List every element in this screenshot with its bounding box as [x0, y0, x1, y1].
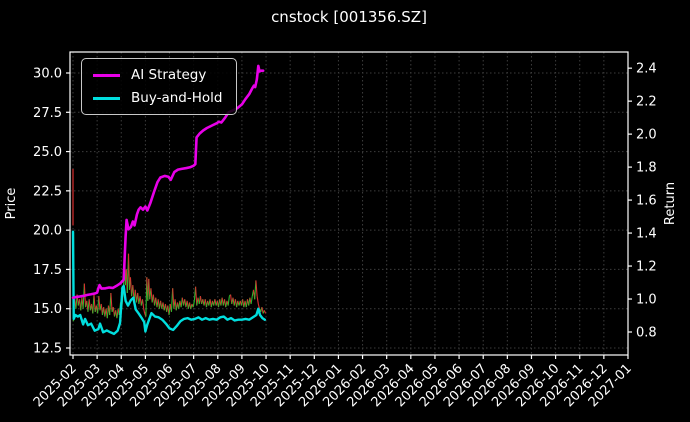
legend-item-ai-strategy: AI Strategy — [93, 67, 222, 83]
legend-label: AI Strategy — [131, 67, 207, 83]
y-tick-label-right: 1.8 — [636, 161, 657, 176]
y-tick-label-right: 2.2 — [636, 95, 657, 110]
y-tick-label-left: 27.5 — [33, 106, 62, 121]
y-tick-label-left: 25.0 — [33, 145, 62, 160]
axis-ticks — [66, 67, 632, 359]
legend: AI Strategy Buy-and-Hold — [81, 58, 238, 115]
y-tick-label-right: 1.4 — [636, 227, 657, 242]
ai-strategy-line-swatch — [93, 73, 120, 77]
y-axis-label-left: Price — [4, 188, 19, 220]
y-tick-label-right: 2.4 — [636, 62, 657, 77]
y-tick-label-left: 30.0 — [33, 67, 62, 82]
y-tick-label-left: 17.5 — [33, 263, 62, 278]
y-tick-label-right: 1.6 — [636, 194, 657, 209]
chart-title: cnstock [001356.SZ] — [271, 8, 427, 26]
plot-border — [69, 51, 629, 356]
y-tick-label-right: 0.8 — [636, 326, 657, 341]
legend-item-buy-and-hold: Buy-and-Hold — [93, 90, 222, 106]
y-tick-label-right: 1.2 — [636, 260, 657, 275]
y-tick-label-left: 15.0 — [33, 302, 62, 317]
y-tick-label-left: 22.5 — [33, 184, 62, 199]
y-axis-label-right: Return — [663, 182, 678, 225]
y-tick-label-right: 1.0 — [636, 293, 657, 308]
y-tick-label-left: 12.5 — [33, 341, 62, 356]
y-tick-label-right: 2.0 — [636, 128, 657, 143]
legend-label: Buy-and-Hold — [131, 90, 223, 106]
buy-and-hold-line-swatch — [93, 96, 120, 100]
y-tick-label-left: 20.0 — [33, 224, 62, 239]
series-buy-and-hold — [71, 230, 267, 336]
